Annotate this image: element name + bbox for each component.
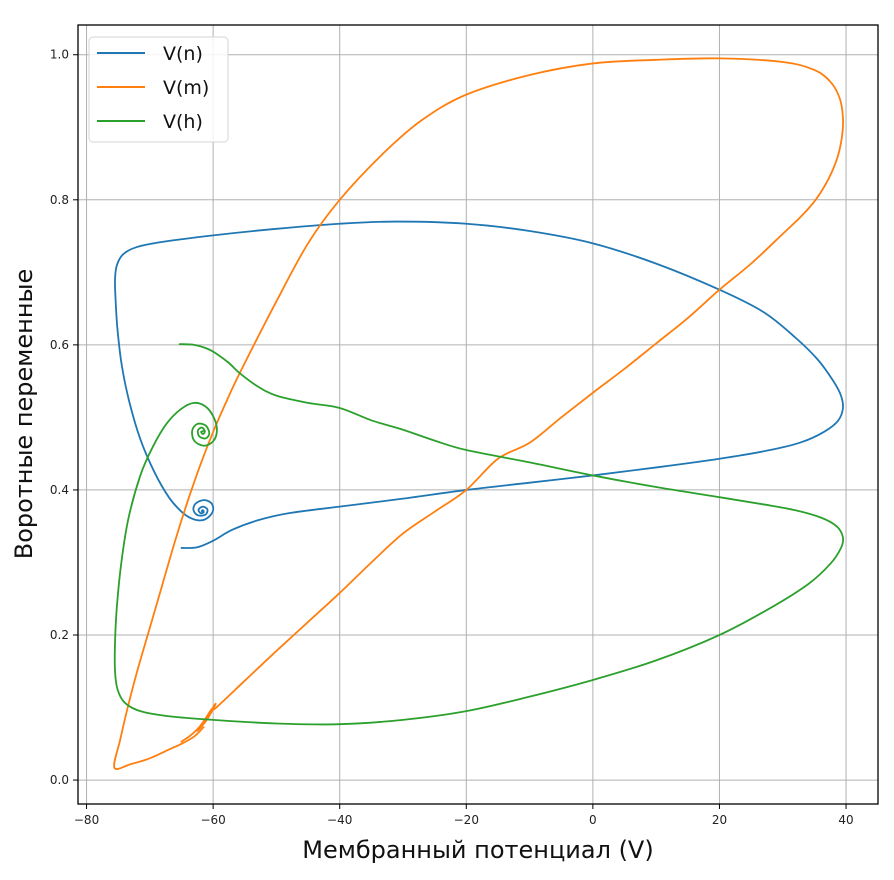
y-tick-label: 0.4	[50, 483, 69, 497]
y-tick-label: 0.8	[50, 193, 69, 207]
x-tick-label: −40	[327, 813, 352, 827]
x-tick-label: −60	[200, 813, 225, 827]
x-tick-label: 20	[712, 813, 727, 827]
legend-frame	[88, 36, 229, 143]
y-axis: 0.0 0.2 0.4 0.6 0.8 1.0	[50, 48, 78, 787]
legend-label-v-h: V(h)	[163, 111, 203, 133]
legend: V(n) V(m) V(h)	[88, 36, 229, 143]
series-line-v-m	[113, 57, 844, 770]
y-tick-label: 1.0	[50, 48, 69, 62]
series-line-v-h	[113, 343, 845, 726]
x-tick-label: −80	[74, 813, 99, 827]
x-tick-label: 0	[589, 813, 597, 827]
series-layer	[113, 57, 845, 770]
legend-label-v-n: V(n)	[163, 43, 203, 65]
y-tick-label: 0.2	[50, 628, 69, 642]
y-tick-label: 0.0	[50, 773, 69, 787]
x-axis: −80 −60 −40 −20 0 20 40	[74, 804, 854, 827]
x-tick-label: 40	[838, 813, 853, 827]
legend-label-v-m: V(m)	[163, 77, 209, 99]
axes-frame	[77, 24, 879, 805]
x-tick-label: −20	[454, 813, 479, 827]
x-axis-title: Мембранный потенциал (V)	[302, 836, 653, 864]
grid	[78, 25, 878, 804]
series-line-v-n	[114, 220, 844, 549]
y-axis-title: Воротные переменные	[10, 269, 38, 560]
y-tick-label: 0.6	[50, 338, 69, 352]
